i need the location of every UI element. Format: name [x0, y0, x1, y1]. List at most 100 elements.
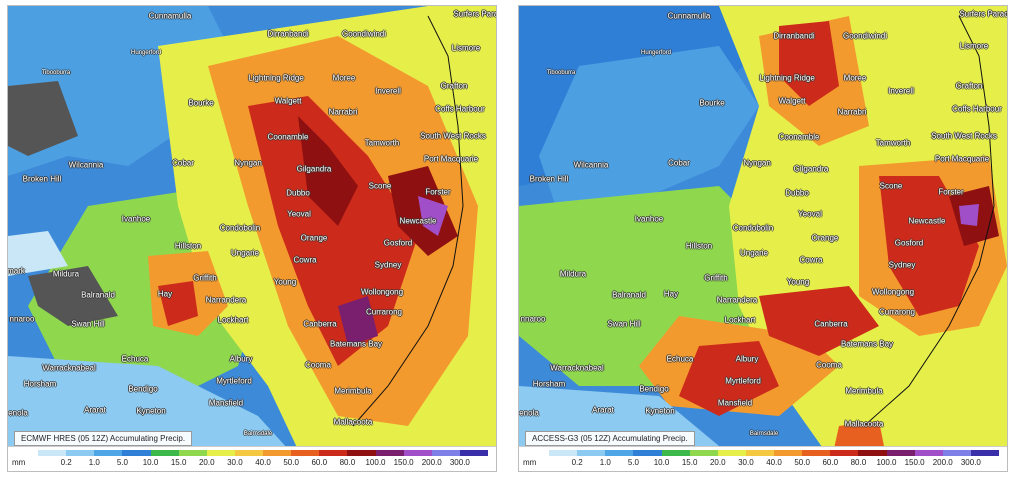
town-label: Merimbula [845, 386, 883, 396]
town-label: Batemans Bay [840, 339, 894, 349]
town-label: Swan Hill [607, 319, 641, 329]
town-label: Coonamble [267, 132, 309, 142]
legend-swatch [942, 450, 971, 456]
town-label: Cooma [305, 360, 331, 370]
town-label: Grafton [440, 81, 468, 91]
town-label: Coonamble [778, 132, 820, 142]
town-label: Currarong [878, 307, 916, 317]
legend-label: 0.2 [60, 458, 72, 467]
legend-label: 200.0 [932, 458, 953, 467]
legend-swatch [38, 450, 67, 456]
town-label: Gosford [894, 238, 924, 248]
town-label: Wilcannia [68, 160, 104, 170]
town-label: Sydney [888, 260, 916, 270]
town-label: Lismore [959, 41, 989, 51]
town-label: Lismore [451, 43, 481, 53]
town-label: Coffs Harbour [952, 104, 1002, 114]
legend-label: 15.0 [681, 458, 698, 467]
town-label: Moree [843, 73, 867, 83]
town-label: Scone [879, 181, 903, 191]
town-label: nnaroo [520, 314, 546, 324]
legend-unit: mm [12, 458, 26, 467]
legend-label: 150.0 [393, 458, 414, 467]
legend-swatch [347, 450, 376, 456]
precip-legend-right: mm 0.2 1.0 5.0 10.0 15.0 20.0 30.0 40.0 50.0 60.0… [519, 446, 1007, 471]
town-label: mark [7, 266, 25, 276]
legend-label: 40.0 [766, 458, 782, 467]
town-label: Mallacoota [844, 419, 884, 429]
town-label: Griffith [193, 273, 217, 283]
legend-swatch [970, 450, 999, 456]
town-label: Canberra [303, 319, 337, 329]
town-label: Inverell [375, 86, 401, 96]
town-label: Tibooburra [546, 70, 576, 76]
town-label: Horsham [23, 379, 57, 389]
town-label: Ungarie [739, 248, 769, 258]
town-label: Narrabri [328, 107, 358, 117]
right-map-panel: Cunnamulla Dirranbandi Goondiwindi Surfe… [518, 5, 1008, 472]
town-label: Wollongong [360, 287, 404, 297]
town-label: Bairnsdale [749, 431, 779, 437]
legend-label: 0.2 [571, 458, 583, 467]
town-label: South West Rocks [420, 131, 486, 141]
town-label: Balranald [81, 290, 115, 300]
town-label: Dirranbandi [267, 29, 309, 39]
town-label: Narrandera [205, 295, 247, 305]
town-label: Mildura [559, 269, 587, 279]
legend-label: 100.0 [876, 458, 897, 467]
town-label: Gilgandra [793, 164, 829, 174]
town-label: Batemans Bay [329, 339, 383, 349]
town-label: enola [8, 408, 28, 418]
town-label: Wollongong [871, 287, 915, 297]
town-label: Broken Hill [22, 174, 62, 184]
town-label: Dirranbandi [773, 31, 815, 41]
town-label: Walgett [274, 96, 302, 106]
precip-legend-left: mm 0.2 1.0 5.0 10.0 15.0 20.0 30.0 40.0 50.0 60.0… [8, 446, 496, 471]
legend-label: 15.0 [170, 458, 187, 467]
legend-labels: 0.2 1.0 5.0 10.0 15.0 20.0 30.0 40.0 50.0 60.0 80.… [549, 458, 999, 470]
town-label: Goondiwindi [341, 29, 387, 39]
legend-label: 1.0 [599, 458, 611, 467]
legend-label: 20.0 [198, 458, 215, 467]
town-label: Condobolin [732, 223, 774, 233]
town-label: Lightning Ridge [759, 73, 815, 83]
legend-swatch [633, 450, 662, 456]
legend-color-bar [549, 450, 999, 456]
town-label: Tibooburra [41, 70, 71, 76]
town-label: Myrtleford [725, 376, 761, 386]
legend-label: 100.0 [365, 458, 386, 467]
town-label: Ararat [592, 405, 614, 415]
precip-map-left [8, 6, 496, 471]
town-label: Wilcannia [573, 160, 609, 170]
town-label: Mansfield [208, 398, 244, 408]
town-label: Canberra [814, 319, 848, 329]
map-caption-right: ACCESS-G3 (05 12Z) Accumulating Precip. [525, 431, 695, 446]
legend-swatch [150, 450, 179, 456]
legend-swatch [577, 450, 606, 456]
town-label: Port Macquarie [423, 154, 479, 164]
town-label: Kyneton [136, 406, 166, 416]
town-label: Narrandera [716, 295, 758, 305]
legend-label: 5.0 [627, 458, 639, 467]
town-label: Orange [811, 233, 839, 243]
legend-swatch [774, 450, 803, 456]
legend-swatch [375, 450, 404, 456]
town-label: Ivanhoe [634, 214, 664, 224]
legend-label: 60.0 [822, 458, 839, 467]
legend-swatch [319, 450, 348, 456]
town-label: Forster [938, 187, 964, 197]
town-label: enola [519, 408, 539, 418]
town-label: Grafton [955, 81, 983, 91]
legend-swatch [403, 450, 432, 456]
legend-unit: mm [523, 458, 537, 467]
town-label: Young [273, 277, 297, 287]
legend-swatch [914, 450, 943, 456]
town-label: Lockhart [217, 315, 249, 325]
legend-label: 300.0 [449, 458, 470, 467]
legend-label: 200.0 [421, 458, 442, 467]
legend-label: 20.0 [709, 458, 726, 467]
town-label: Port Macquarie [934, 154, 990, 164]
town-label: Mildura [52, 269, 80, 279]
town-label: Bairnsdale [243, 431, 273, 437]
legend-swatch [431, 450, 460, 456]
